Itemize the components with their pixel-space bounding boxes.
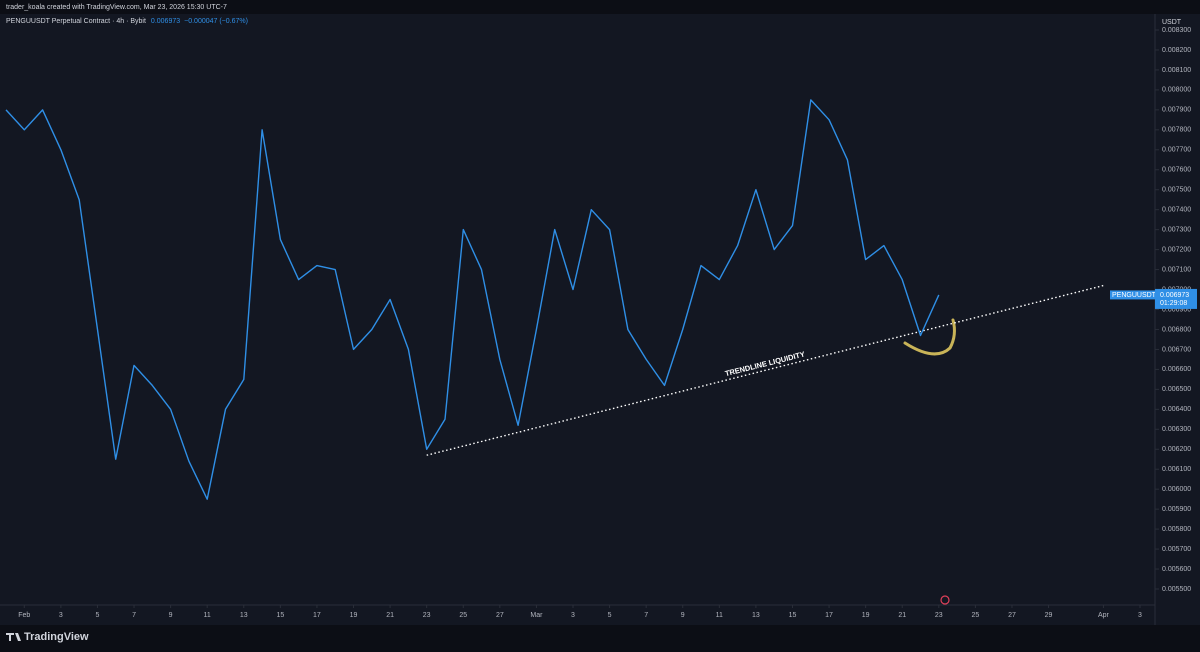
highlight-curve — [903, 318, 956, 356]
x-tick-label: 5 — [95, 612, 99, 619]
y-tick-label: 0.006100 — [1162, 466, 1191, 473]
x-tick-label: 9 — [681, 612, 685, 619]
y-tick-label: 0.005900 — [1162, 506, 1191, 513]
y-tick-label: 0.007100 — [1162, 266, 1191, 273]
y-tick-label: 0.007500 — [1162, 187, 1191, 194]
x-tick-label: 17 — [313, 612, 321, 619]
x-tick-label: 9 — [169, 612, 173, 619]
x-tick-label: 25 — [459, 612, 467, 619]
brand-text: TradingView — [24, 631, 89, 643]
header-text: trader_koala created with TradingView.co… — [6, 4, 227, 11]
axis-unit: USDT — [1162, 19, 1182, 26]
x-tick-label: Feb — [18, 612, 30, 619]
x-tick-label: 11 — [716, 612, 723, 619]
y-tick-label: 0.008100 — [1162, 67, 1191, 74]
x-tick-label: Mar — [530, 612, 543, 619]
x-tick-label: 3 — [571, 612, 575, 619]
y-tick-label: 0.006300 — [1162, 426, 1191, 433]
y-tick-label: 0.006700 — [1162, 346, 1191, 353]
x-tick-label: 7 — [132, 612, 136, 619]
x-tick-label: 23 — [935, 612, 943, 619]
y-tick-label: 0.007200 — [1162, 246, 1191, 253]
x-tick-label: 25 — [971, 612, 979, 619]
y-tick-label: 0.007400 — [1162, 207, 1191, 214]
x-tick-label: 27 — [496, 612, 504, 619]
y-tick-label: 0.008200 — [1162, 47, 1191, 54]
x-tick-label: 13 — [752, 612, 760, 619]
y-tick-label: 0.007700 — [1162, 147, 1191, 154]
x-tick-label: 19 — [862, 612, 870, 619]
x-tick-label: 15 — [276, 612, 284, 619]
y-tick-label: 0.008300 — [1162, 27, 1191, 34]
x-tick-label: 15 — [789, 612, 797, 619]
x-tick-label: 3 — [1138, 612, 1142, 619]
trendline — [426, 284, 1104, 456]
price-tag: 0.006973 — [1160, 292, 1189, 299]
footer-bar — [0, 625, 1200, 652]
y-tick-label: 0.006200 — [1162, 446, 1191, 453]
x-tick-label: 5 — [608, 612, 612, 619]
x-tick-label: 27 — [1008, 612, 1016, 619]
legend-price: 0.006973 — [151, 18, 180, 25]
y-tick-label: 0.005700 — [1162, 546, 1191, 553]
x-tick-label: 21 — [898, 612, 906, 619]
legend-change: −0.000047 (−0.67%) — [184, 18, 248, 25]
y-tick-label: 0.006400 — [1162, 406, 1191, 413]
x-tick-label: Apr — [1098, 612, 1110, 619]
price-line — [5, 99, 940, 500]
x-tick-label: 23 — [423, 612, 431, 619]
y-tick-label: 0.006800 — [1162, 326, 1191, 333]
y-tick-label: 0.007600 — [1162, 167, 1191, 174]
y-tick-label: 0.006600 — [1162, 366, 1191, 373]
symbol-tag-bg — [1110, 290, 1155, 300]
y-tick-label: 0.006900 — [1162, 306, 1191, 313]
y-tick-label: 0.007300 — [1162, 226, 1191, 233]
x-tick-label: 19 — [350, 612, 358, 619]
y-tick-label: 0.005800 — [1162, 526, 1191, 533]
y-tick-label: 0.007900 — [1162, 107, 1191, 114]
y-tick-label: 0.005500 — [1162, 586, 1191, 593]
brand-logo: TradingView — [6, 631, 89, 643]
x-tick-label: 29 — [1045, 612, 1053, 619]
header-bar — [0, 0, 1200, 14]
x-tick-label: 13 — [240, 612, 248, 619]
y-tick-label: 0.006000 — [1162, 486, 1191, 493]
logo-icon — [6, 633, 21, 641]
price-tag-bg — [1155, 288, 1197, 309]
x-tick-label: 7 — [644, 612, 648, 619]
x-tick-label: 3 — [59, 612, 63, 619]
y-tick-label: 0.005600 — [1162, 566, 1191, 573]
y-tick-label: 0.006500 — [1162, 386, 1191, 393]
y-tick-label: 0.008000 — [1162, 87, 1191, 94]
x-tick-label: 11 — [204, 612, 211, 619]
symbol-tag: PENGUUSDT.P — [1112, 292, 1162, 299]
event-icon — [940, 595, 950, 605]
x-tick-label: 21 — [386, 612, 394, 619]
y-tick-label: 0.007800 — [1162, 127, 1191, 134]
legend-title: PENGUUSDT Perpetual Contract · 4h · Bybi… — [6, 18, 146, 25]
countdown: 01:29:08 — [1160, 300, 1187, 307]
x-tick-label: 17 — [825, 612, 833, 619]
